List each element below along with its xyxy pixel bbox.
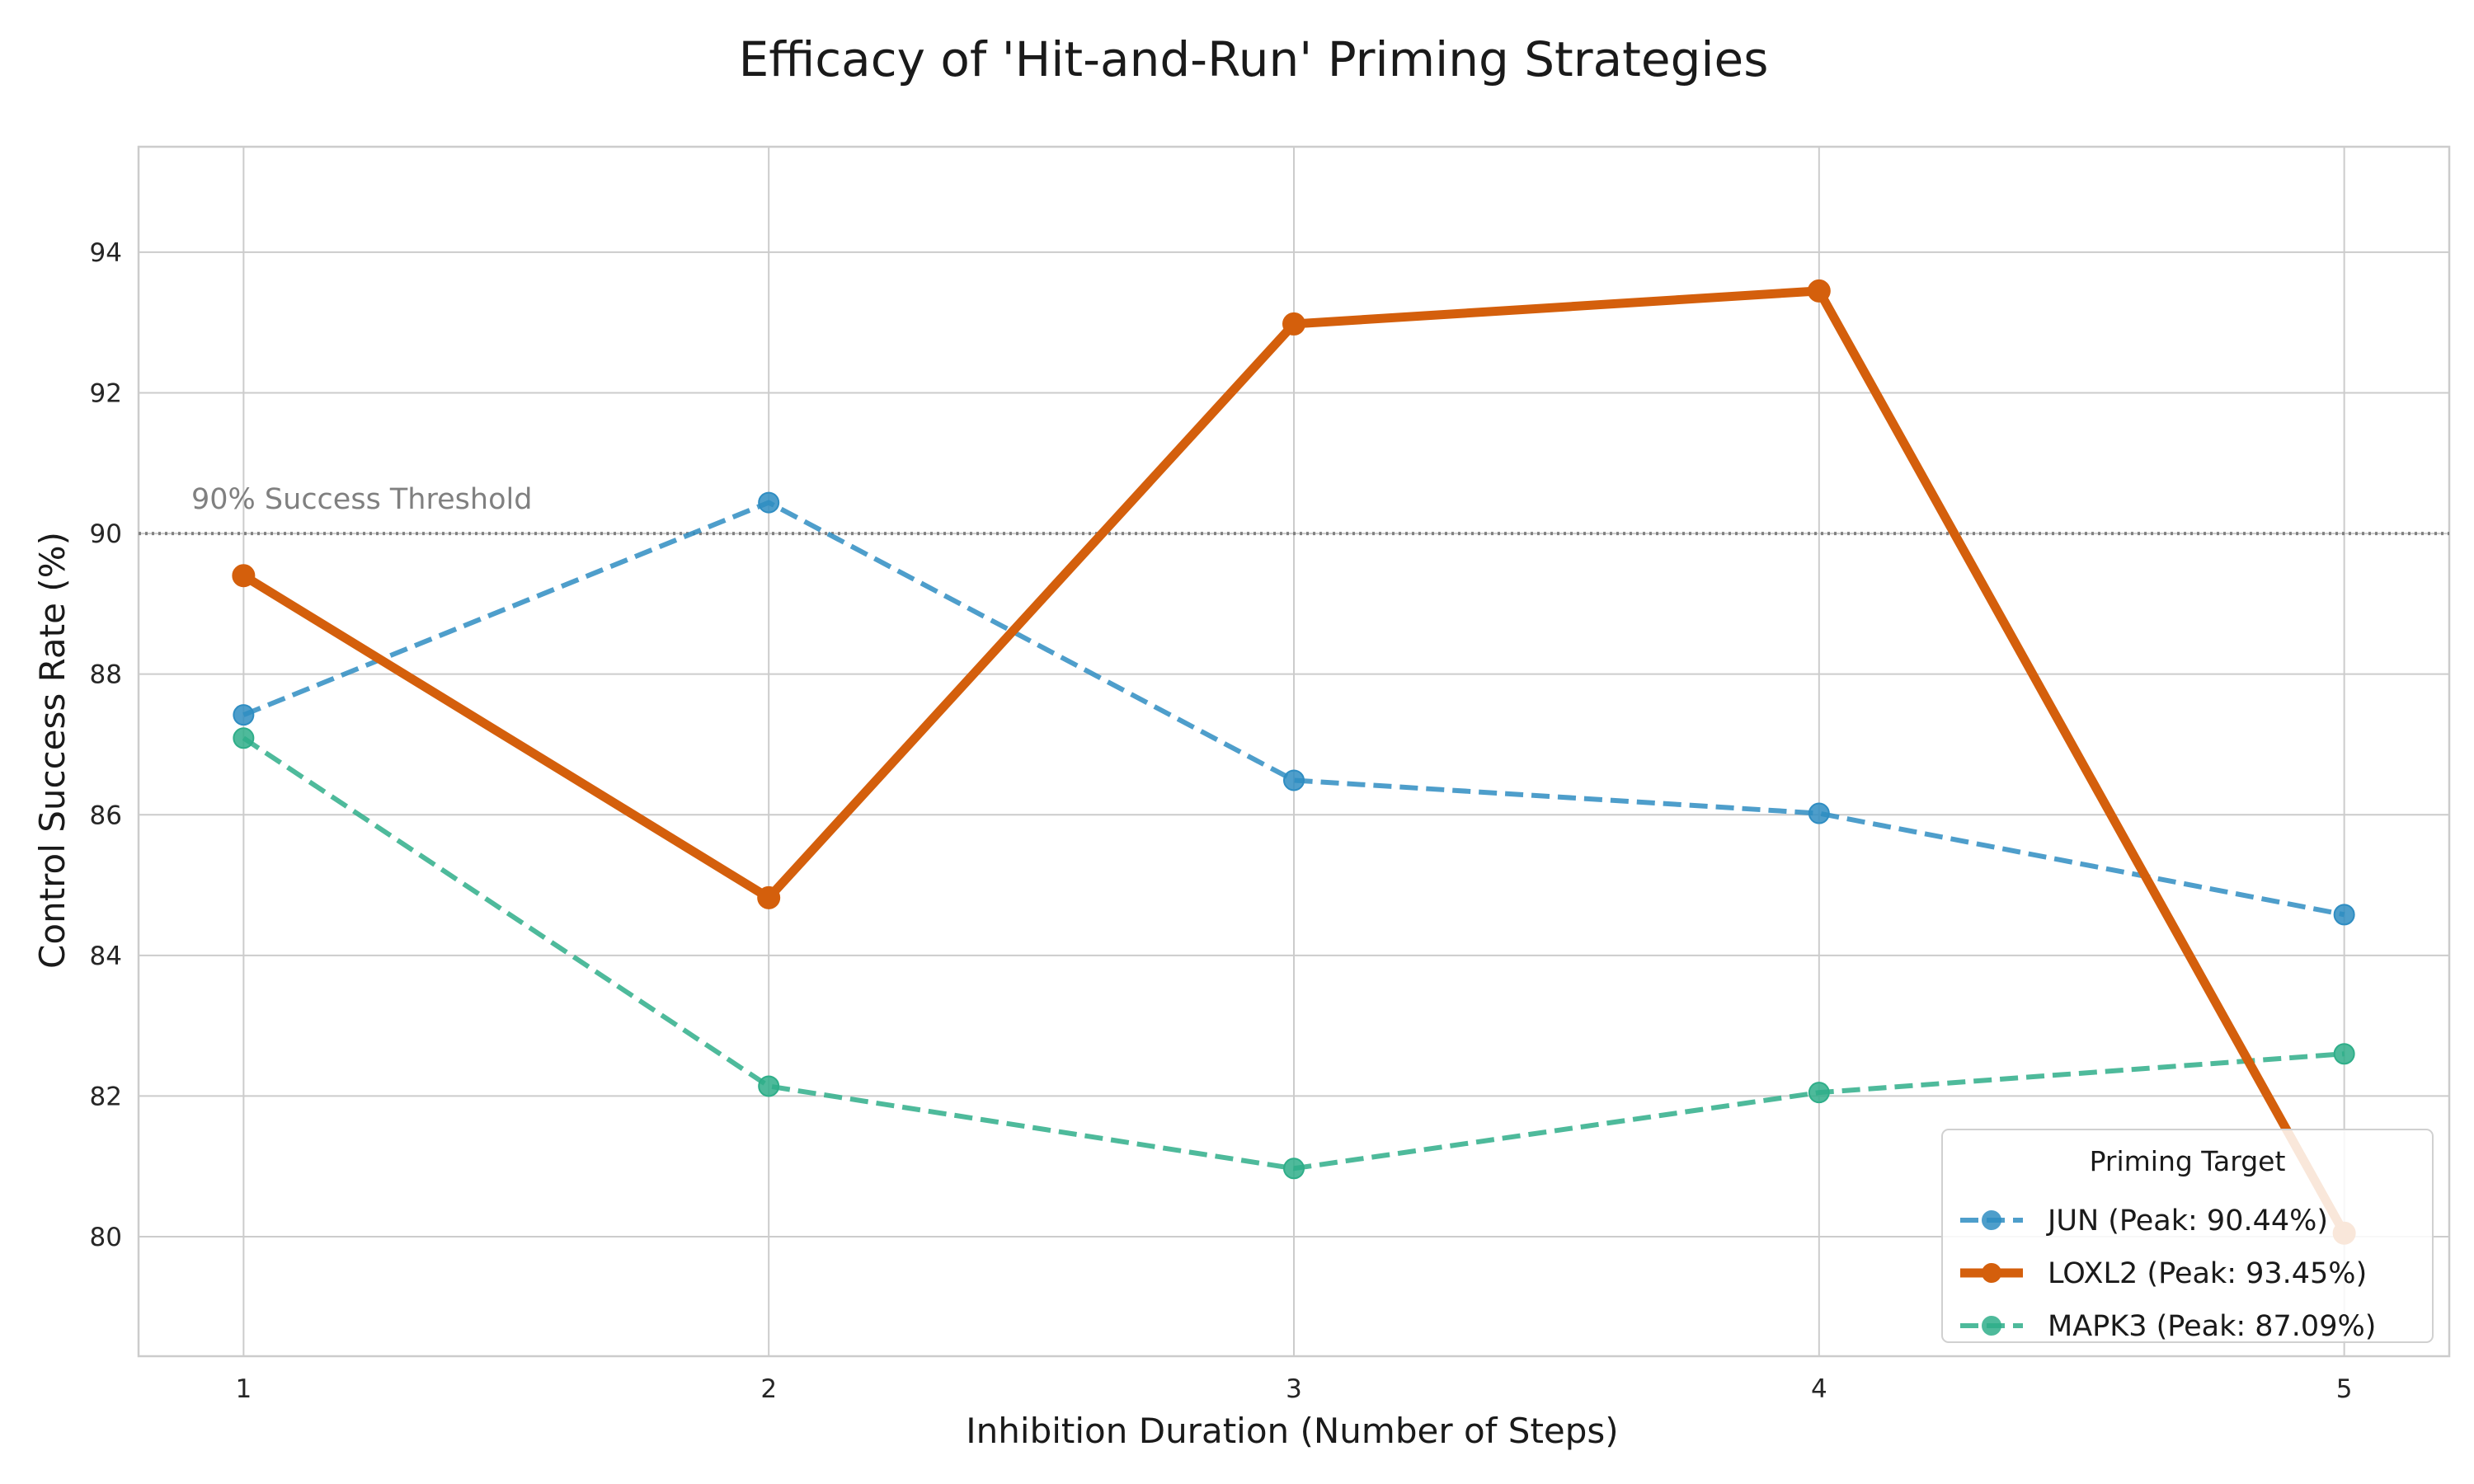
legend-label: JUN (Peak: 90.44%) (2046, 1205, 2328, 1237)
chart-title: Efficacy of 'Hit-and-Run' Priming Strate… (739, 31, 1769, 87)
series-group (232, 279, 2356, 1245)
legend-label: MAPK3 (Peak: 87.09%) (2048, 1310, 2376, 1343)
x-tick-label: 1 (235, 1374, 252, 1404)
data-point (1808, 1082, 1830, 1104)
data-point (2333, 1043, 2355, 1065)
x-tick-label: 2 (760, 1374, 777, 1404)
data-point (1808, 802, 1830, 824)
series-mapk3 (233, 727, 2355, 1180)
x-tick-label: 3 (1286, 1374, 1302, 1404)
grid (139, 147, 2449, 1356)
data-point (1807, 279, 1831, 303)
legend-marker (1982, 1210, 2001, 1230)
legend-item: LOXL2 (Peak: 93.45%) (1960, 1257, 2367, 1290)
data-point (233, 704, 255, 726)
data-point (233, 727, 255, 749)
y-tick-label: 88 (90, 660, 122, 690)
x-axis-ticks: 1 2 3 4 5 (235, 1374, 2352, 1404)
y-tick-label: 82 (90, 1082, 122, 1111)
legend-item: JUN (Peak: 90.44%) (1960, 1205, 2328, 1237)
legend-marker (1982, 1316, 2001, 1336)
legend-box (1941, 1129, 2434, 1343)
y-tick-label: 90 (90, 519, 122, 549)
y-tick-label: 86 (90, 801, 122, 830)
x-tick-label: 5 (2336, 1374, 2353, 1404)
y-tick-label: 92 (90, 379, 122, 409)
y-axis-label: Control Success Rate (%) (32, 532, 73, 969)
legend: Priming Target JUN (Peak: 90.44%) LOXL2 (P… (1941, 1129, 2434, 1343)
legend-item: MAPK3 (Peak: 87.09%) (1960, 1310, 2376, 1343)
data-point (2333, 904, 2355, 926)
threshold-label: 90% Success Threshold (191, 483, 532, 516)
x-tick-label: 4 (1811, 1374, 1827, 1404)
y-tick-label: 94 (90, 238, 122, 268)
series-line (242, 500, 2345, 918)
series-loxl2 (232, 279, 2356, 1245)
y-axis-ticks: 80 82 84 86 88 90 92 94 (90, 238, 122, 1252)
x-axis-label: Inhibition Duration (Number of Steps) (966, 1411, 1618, 1451)
data-point (758, 1075, 780, 1097)
series-jun (233, 491, 2355, 926)
y-tick-label: 84 (90, 942, 122, 971)
y-tick-label: 80 (90, 1223, 122, 1252)
data-point (1282, 312, 1305, 336)
legend-title: Priming Target (2090, 1145, 2286, 1177)
data-point (1283, 1158, 1305, 1180)
data-point (757, 885, 781, 909)
data-point (232, 564, 256, 588)
data-point (1283, 769, 1305, 791)
data-point (758, 491, 780, 514)
threshold-reference: 90% Success Threshold (139, 483, 2449, 536)
legend-label: LOXL2 (Peak: 93.45%) (2048, 1257, 2367, 1290)
legend-marker (1982, 1263, 2001, 1283)
